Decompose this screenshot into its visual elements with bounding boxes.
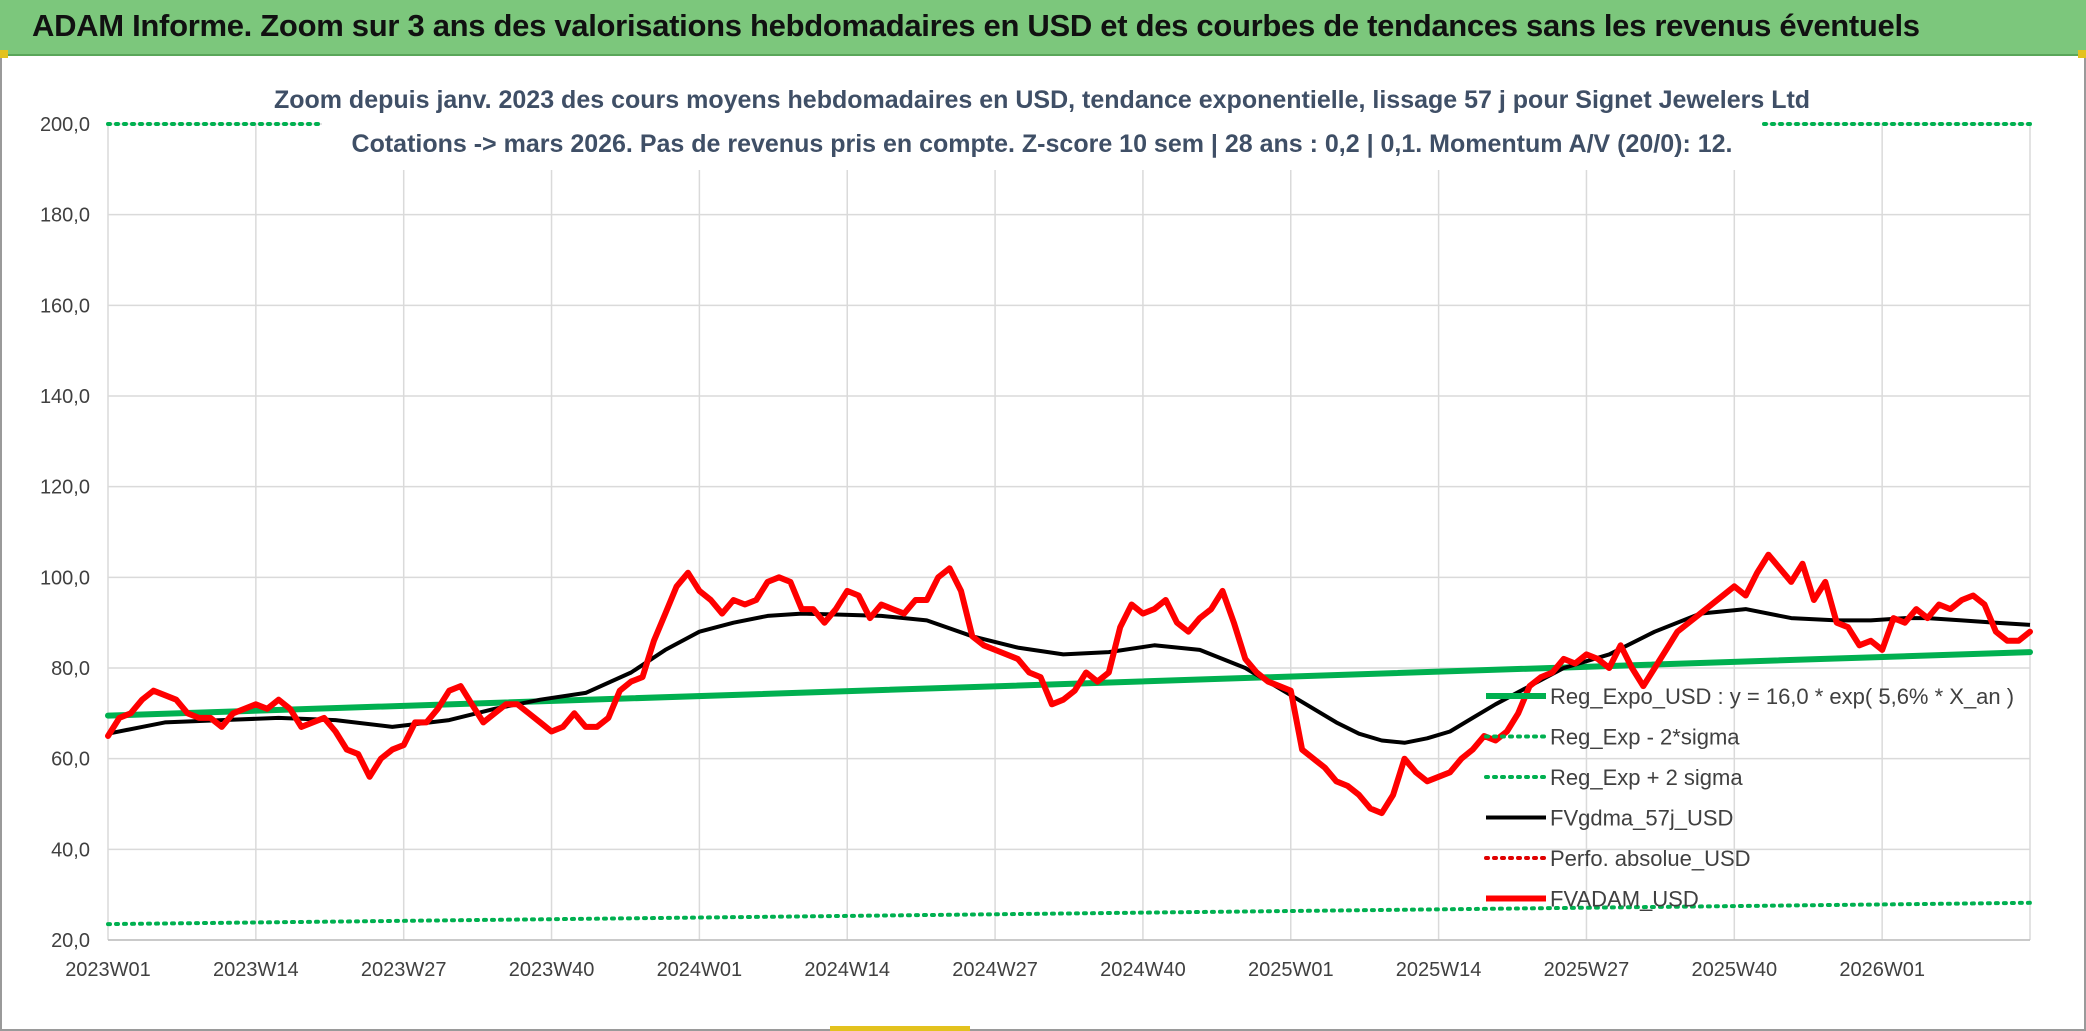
x-tick-label: 2025W27 bbox=[1544, 959, 1630, 981]
axes: 20,0 40,0 60,0 80,0 100,0 120,0 140,0 160,0 180,… bbox=[40, 114, 2030, 981]
x-tick-label: 2025W14 bbox=[1396, 959, 1482, 981]
x-tick-label: 2024W40 bbox=[1100, 959, 1186, 981]
series-line-0 bbox=[105, 649, 2033, 719]
report-banner: ADAM Informe. Zoom sur 3 ans des valoris… bbox=[0, 0, 2086, 56]
y-tick-label: 180,0 bbox=[40, 205, 90, 227]
legend-label: Perfo. absolue_USD bbox=[1550, 846, 1751, 871]
y-tick-label: 200,0 bbox=[40, 114, 90, 136]
corner-marker-left bbox=[0, 50, 8, 58]
x-tick-label: 2025W40 bbox=[1691, 959, 1777, 981]
y-tick-label: 100,0 bbox=[40, 567, 90, 589]
corner-marker-right bbox=[2078, 50, 2086, 58]
x-tick-label: 2023W14 bbox=[213, 959, 299, 981]
legend-label: Reg_Exp - 2*sigma bbox=[1550, 725, 1740, 750]
x-tick-label: 2023W01 bbox=[65, 959, 151, 981]
y-tick-label: 60,0 bbox=[51, 749, 90, 771]
legend: Reg_Expo_USD : y = 16,0 * exp( 5,6% * X_… bbox=[1484, 684, 2014, 912]
chart-titles: Zoom depuis janv. 2023 des cours moyens … bbox=[274, 80, 1810, 170]
bottom-marker bbox=[830, 1026, 970, 1031]
y-tick-label: 20,0 bbox=[51, 930, 90, 952]
series-line-3 bbox=[107, 607, 2031, 745]
report-title: ADAM Informe. Zoom sur 3 ans des valoris… bbox=[32, 8, 1920, 43]
legend-label: FVgdma_57j_USD bbox=[1550, 806, 1733, 831]
x-tick-label: 2023W27 bbox=[361, 959, 447, 981]
series-layer bbox=[105, 122, 2033, 927]
x-tick-label: 2025W01 bbox=[1248, 959, 1334, 981]
title-backdrop bbox=[322, 80, 1762, 170]
series-line-5 bbox=[105, 551, 2033, 817]
chart-title-line1: Zoom depuis janv. 2023 des cours moyens … bbox=[274, 86, 1810, 114]
x-tick-label: 2024W01 bbox=[657, 959, 743, 981]
y-tick-label: 140,0 bbox=[40, 386, 90, 408]
legend-label: Reg_Expo_USD : y = 16,0 * exp( 5,6% * X_… bbox=[1550, 684, 2014, 709]
x-tick-label: 2023W40 bbox=[509, 959, 595, 981]
x-tick-label: 2024W14 bbox=[804, 959, 890, 981]
x-tick-label: 2024W27 bbox=[952, 959, 1038, 981]
x-tick-label: 2026W01 bbox=[1839, 959, 1925, 981]
chart-title-line2: Cotations -> mars 2026. Pas de revenus p… bbox=[352, 130, 1733, 158]
y-tick-label: 80,0 bbox=[51, 658, 90, 680]
legend-label: Reg_Exp + 2 sigma bbox=[1550, 765, 1743, 790]
grid-lines bbox=[107, 123, 2031, 941]
series-line-1 bbox=[106, 900, 2032, 927]
y-tick-label: 120,0 bbox=[40, 477, 90, 499]
y-tick-label: 40,0 bbox=[51, 839, 90, 861]
y-tick-label: 160,0 bbox=[40, 295, 90, 317]
legend-label: FVADAM_USD bbox=[1550, 887, 1699, 912]
